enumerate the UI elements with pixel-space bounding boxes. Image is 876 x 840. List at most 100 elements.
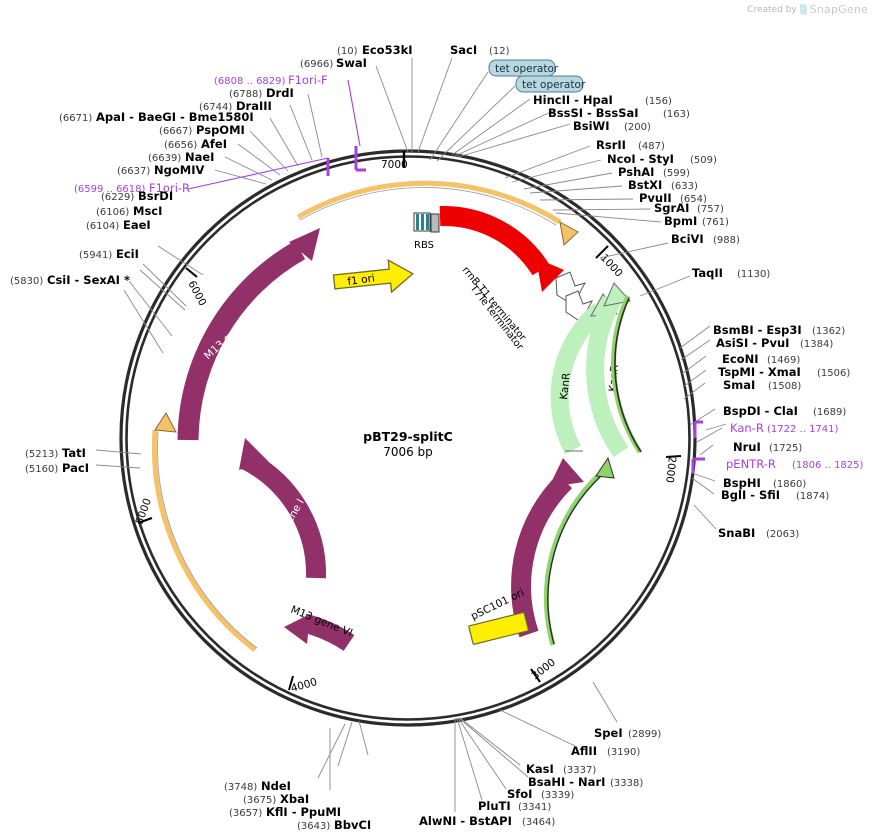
site-label-spei: SpeI (2899) <box>594 726 661 740</box>
site-label-pluti: PluTI (3341) <box>478 799 551 813</box>
site-name: KflI - PpuMI <box>266 805 341 819</box>
site-pos: (12) <box>489 46 510 57</box>
site-label-draiii: (6744) DraIII <box>199 99 272 113</box>
site-pos: (6106) <box>96 207 129 218</box>
site-label-bsiwi: BsiWI (200) <box>573 119 651 133</box>
site-label-alwni-bstapi: AlwNI - BstAPI (3464) <box>419 814 555 828</box>
site-label-kfli-ppumi: (3657) KflI - PpuMI <box>229 805 341 819</box>
site-name: BsmBI - Esp3I <box>713 323 802 337</box>
site-name: SfoI <box>507 787 532 801</box>
site-pos: (6639) <box>148 153 181 164</box>
site-label-pspomi: (6667) PspOMI <box>159 123 245 137</box>
site-name: Eco53kI <box>362 43 413 57</box>
site-pos: (163) <box>663 109 690 120</box>
site-label-afei: (6656) AfeI <box>164 137 227 151</box>
site-name: EciI <box>116 247 139 261</box>
site-label-xbai: (3675) XbaI <box>243 792 309 806</box>
site-label-rsrii: RsrII (487) <box>596 138 665 152</box>
site-name: PspOMI <box>196 123 245 137</box>
primer-f1ori-f[interactable]: (6808 .. 6829) F1ori-F <box>214 73 366 172</box>
site-group-top-center: (10) Eco53kI (6966) SwaI SacI (12) <box>300 43 510 153</box>
site-pos: (1469) <box>767 355 800 366</box>
site-label-bsphi: BspHI (1860) <box>723 476 806 490</box>
site-group-bottom-right: SpeI (2899) AflII (3190) KasI (3337) Bsa… <box>419 681 661 828</box>
site-label-swai: (6966) SwaI <box>300 56 367 70</box>
site-pos: (3338) <box>610 778 643 789</box>
site-pos: (2899) <box>628 729 661 740</box>
site-label-msci: (6106) MscI <box>96 204 162 218</box>
feature-m13-gene-iv[interactable]: M13 gene IV <box>177 228 320 441</box>
site-pos: (3337) <box>563 765 596 776</box>
site-name: BciVI <box>671 232 704 246</box>
site-pos: (599) <box>663 168 690 179</box>
site-name: SnaBI <box>718 526 755 540</box>
site-label-csii-sexai: (5830) CsiI - SexAI * <box>10 273 130 287</box>
tet-operator-2[interactable]: tet operator <box>436 75 586 162</box>
site-label-tspmi-xmai: TspMI - XmaI (1506) <box>718 365 850 379</box>
site-label-smai: SmaI (1508) <box>723 378 801 392</box>
site-label-eaei: (6104) EaeI <box>86 218 151 232</box>
site-name: XbaI <box>280 792 309 806</box>
tet-operator-1[interactable]: tet operator <box>429 59 559 161</box>
site-name: TspMI - XmaI <box>718 365 801 379</box>
site-name: PshAI <box>618 165 654 179</box>
site-name: SacI <box>450 43 477 57</box>
feature-m13-gene-i[interactable]: M13 gene I <box>239 438 327 579</box>
site-pos: (6656) <box>164 140 197 151</box>
feature-label-f1-ori: f1 ori <box>347 272 376 288</box>
tick-label-2000: 2000 <box>663 456 678 484</box>
primer-range-f1ori-r: (6599 .. 6618) <box>74 184 146 195</box>
site-name: BstXI <box>628 178 662 192</box>
feature-rbs[interactable] <box>413 212 440 233</box>
site-label-aflii: AflII (3190) <box>571 744 640 758</box>
tet-operator-label-2: tet operator <box>522 79 586 91</box>
feature-m13-gene-vi[interactable]: M13 gene VI <box>284 604 355 652</box>
site-name: PacI <box>62 461 89 475</box>
site-name: AfeI <box>201 137 227 151</box>
primer-kan-r[interactable]: Kan-R (1722 .. 1741) <box>693 420 839 438</box>
site-pos: (6104) <box>86 221 119 232</box>
site-name: DraIII <box>236 99 272 113</box>
site-name: EaeI <box>123 218 151 232</box>
site-pos: (6671) <box>59 113 92 124</box>
site-pos: (5213) <box>25 449 58 460</box>
feature-f1-ori[interactable]: f1 ori <box>332 258 415 298</box>
site-pos: (1874) <box>796 491 829 502</box>
site-name: BsrDI <box>138 189 173 203</box>
tick-label-1000: 1000 <box>598 252 625 280</box>
site-group-right-upper: HincII - HpaI (156) BssSI - BssSaI (163)… <box>451 93 770 297</box>
site-label-nrui: NruI (1725) <box>733 440 802 454</box>
site-label-drdi: (6788) DrdI <box>229 86 294 100</box>
feature-label-t7te-terminator: T7Te terminator <box>467 282 526 353</box>
site-pos: (3748) <box>224 782 257 793</box>
site-label-ngomiv: (6637) NgoMIV <box>117 163 204 177</box>
site-pos: (757) <box>697 204 724 215</box>
site-label-bcivi: BciVI (988) <box>671 232 740 246</box>
site-group-bottom-left: (3748) NdeI (3675) XbaI (3657) KflI - Pp… <box>224 720 371 832</box>
site-name: DrdI <box>266 86 294 100</box>
site-name: KasI <box>526 762 554 776</box>
site-label-ndei: (3748) NdeI <box>224 779 291 793</box>
site-label-bsahi-nari: BsaHI - NarI (3338) <box>528 775 643 789</box>
site-label-eco53ki: (10) Eco53kI <box>337 43 413 57</box>
site-pos: (3190) <box>607 747 640 758</box>
site-pos: (6667) <box>159 126 192 137</box>
site-label-kasi: KasI (3337) <box>526 762 596 776</box>
site-pos: (3464) <box>522 817 555 828</box>
primer-pentr-r[interactable]: pENTR-R (1806 .. 1825) <box>691 457 864 473</box>
site-label-bsssi-bsssai: BssSI - BssSaI (163) <box>548 106 690 120</box>
feature-mrfp1[interactable]: RBS mRFP1 <box>413 205 564 292</box>
site-name: SmaI <box>723 378 755 392</box>
site-pos: (10) <box>337 46 358 57</box>
feature-kanr-outer[interactable]: KanR <box>586 282 643 458</box>
site-pos: (633) <box>671 181 698 192</box>
site-label-sfoi: SfoI (3339) <box>507 787 574 801</box>
site-group-left: (5160) PacI (5213) TatI (5830) CsiI - Se… <box>10 86 323 475</box>
site-pos: (1506) <box>817 368 850 379</box>
site-name: SwaI <box>336 56 367 70</box>
feature-rep101[interactable]: Rep101 <box>511 456 615 646</box>
primer-name-f1ori-f: F1ori-F <box>288 73 328 87</box>
site-pos: (988) <box>713 235 740 246</box>
tick-label-7000: 7000 <box>381 159 408 171</box>
